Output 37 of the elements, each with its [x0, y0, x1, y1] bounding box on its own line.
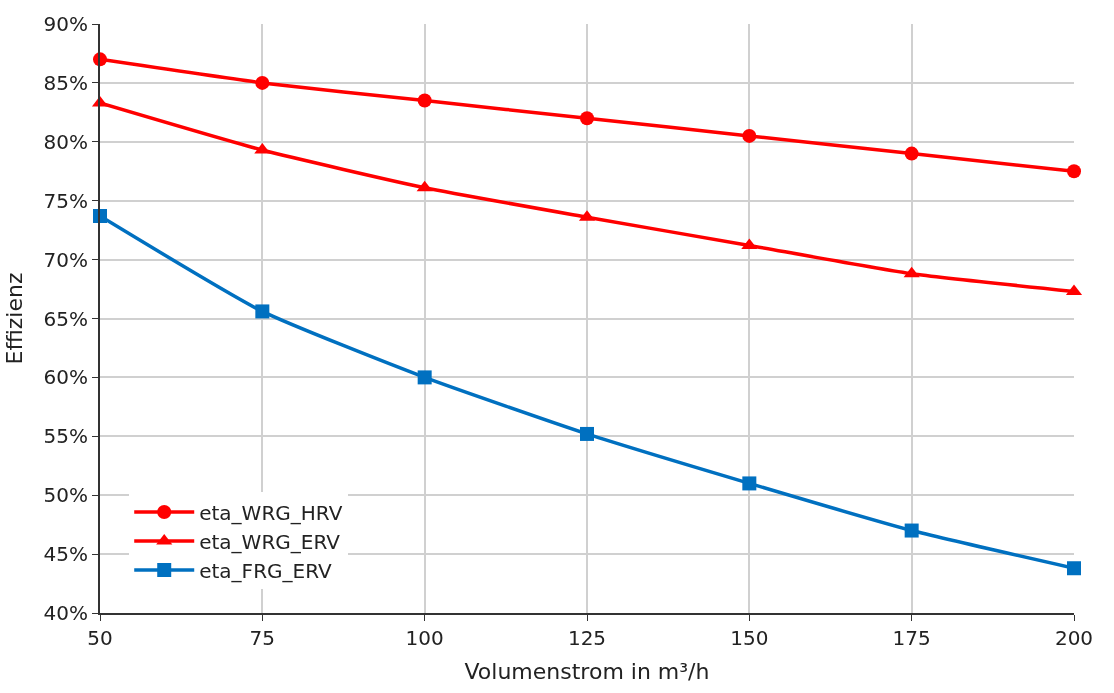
point [1067, 561, 1081, 576]
point [417, 370, 432, 385]
y-axis-title: Effizienz [1, 272, 27, 365]
point [742, 476, 757, 491]
y-tick-label: 90% [43, 12, 88, 36]
y-tick-label: 50% [43, 483, 88, 508]
y-tick-label: 80% [43, 129, 88, 154]
point [742, 128, 757, 143]
y-tick-label: 70% [43, 247, 88, 272]
x-tick-label: 200 [1054, 626, 1094, 650]
x-tick-label: 50 [87, 626, 113, 650]
x-tick-label: 150 [730, 626, 769, 650]
point [255, 75, 270, 90]
point [903, 266, 920, 278]
x-tick-label: 175 [892, 626, 931, 650]
point [1067, 164, 1081, 179]
legend-label: eta_WRG_HRV [199, 500, 343, 525]
legend-label: eta_WRG_ERV [199, 529, 341, 554]
legend-label: eta_FRG_ERV [199, 558, 332, 583]
x-axis-title: Volumenstrom in m³/h [464, 659, 710, 685]
y-tick-label: 40% [43, 601, 88, 625]
point [904, 523, 919, 538]
point [580, 111, 594, 126]
point [255, 304, 270, 319]
y-tick-label: 75% [43, 188, 88, 213]
point [417, 93, 432, 108]
x-tick-label: 75 [249, 626, 276, 650]
x-tick-label: 125 [567, 626, 607, 650]
y-tick-label: 60% [43, 365, 88, 390]
y-tick-label: 45% [43, 542, 88, 567]
point [904, 146, 919, 161]
point [416, 180, 433, 192]
y-tick-label: 65% [43, 306, 88, 331]
x-tick-label: 100 [405, 626, 444, 650]
point [580, 426, 594, 441]
y-tick-label: 55% [43, 424, 88, 449]
y-tick-label: 85% [43, 70, 88, 95]
